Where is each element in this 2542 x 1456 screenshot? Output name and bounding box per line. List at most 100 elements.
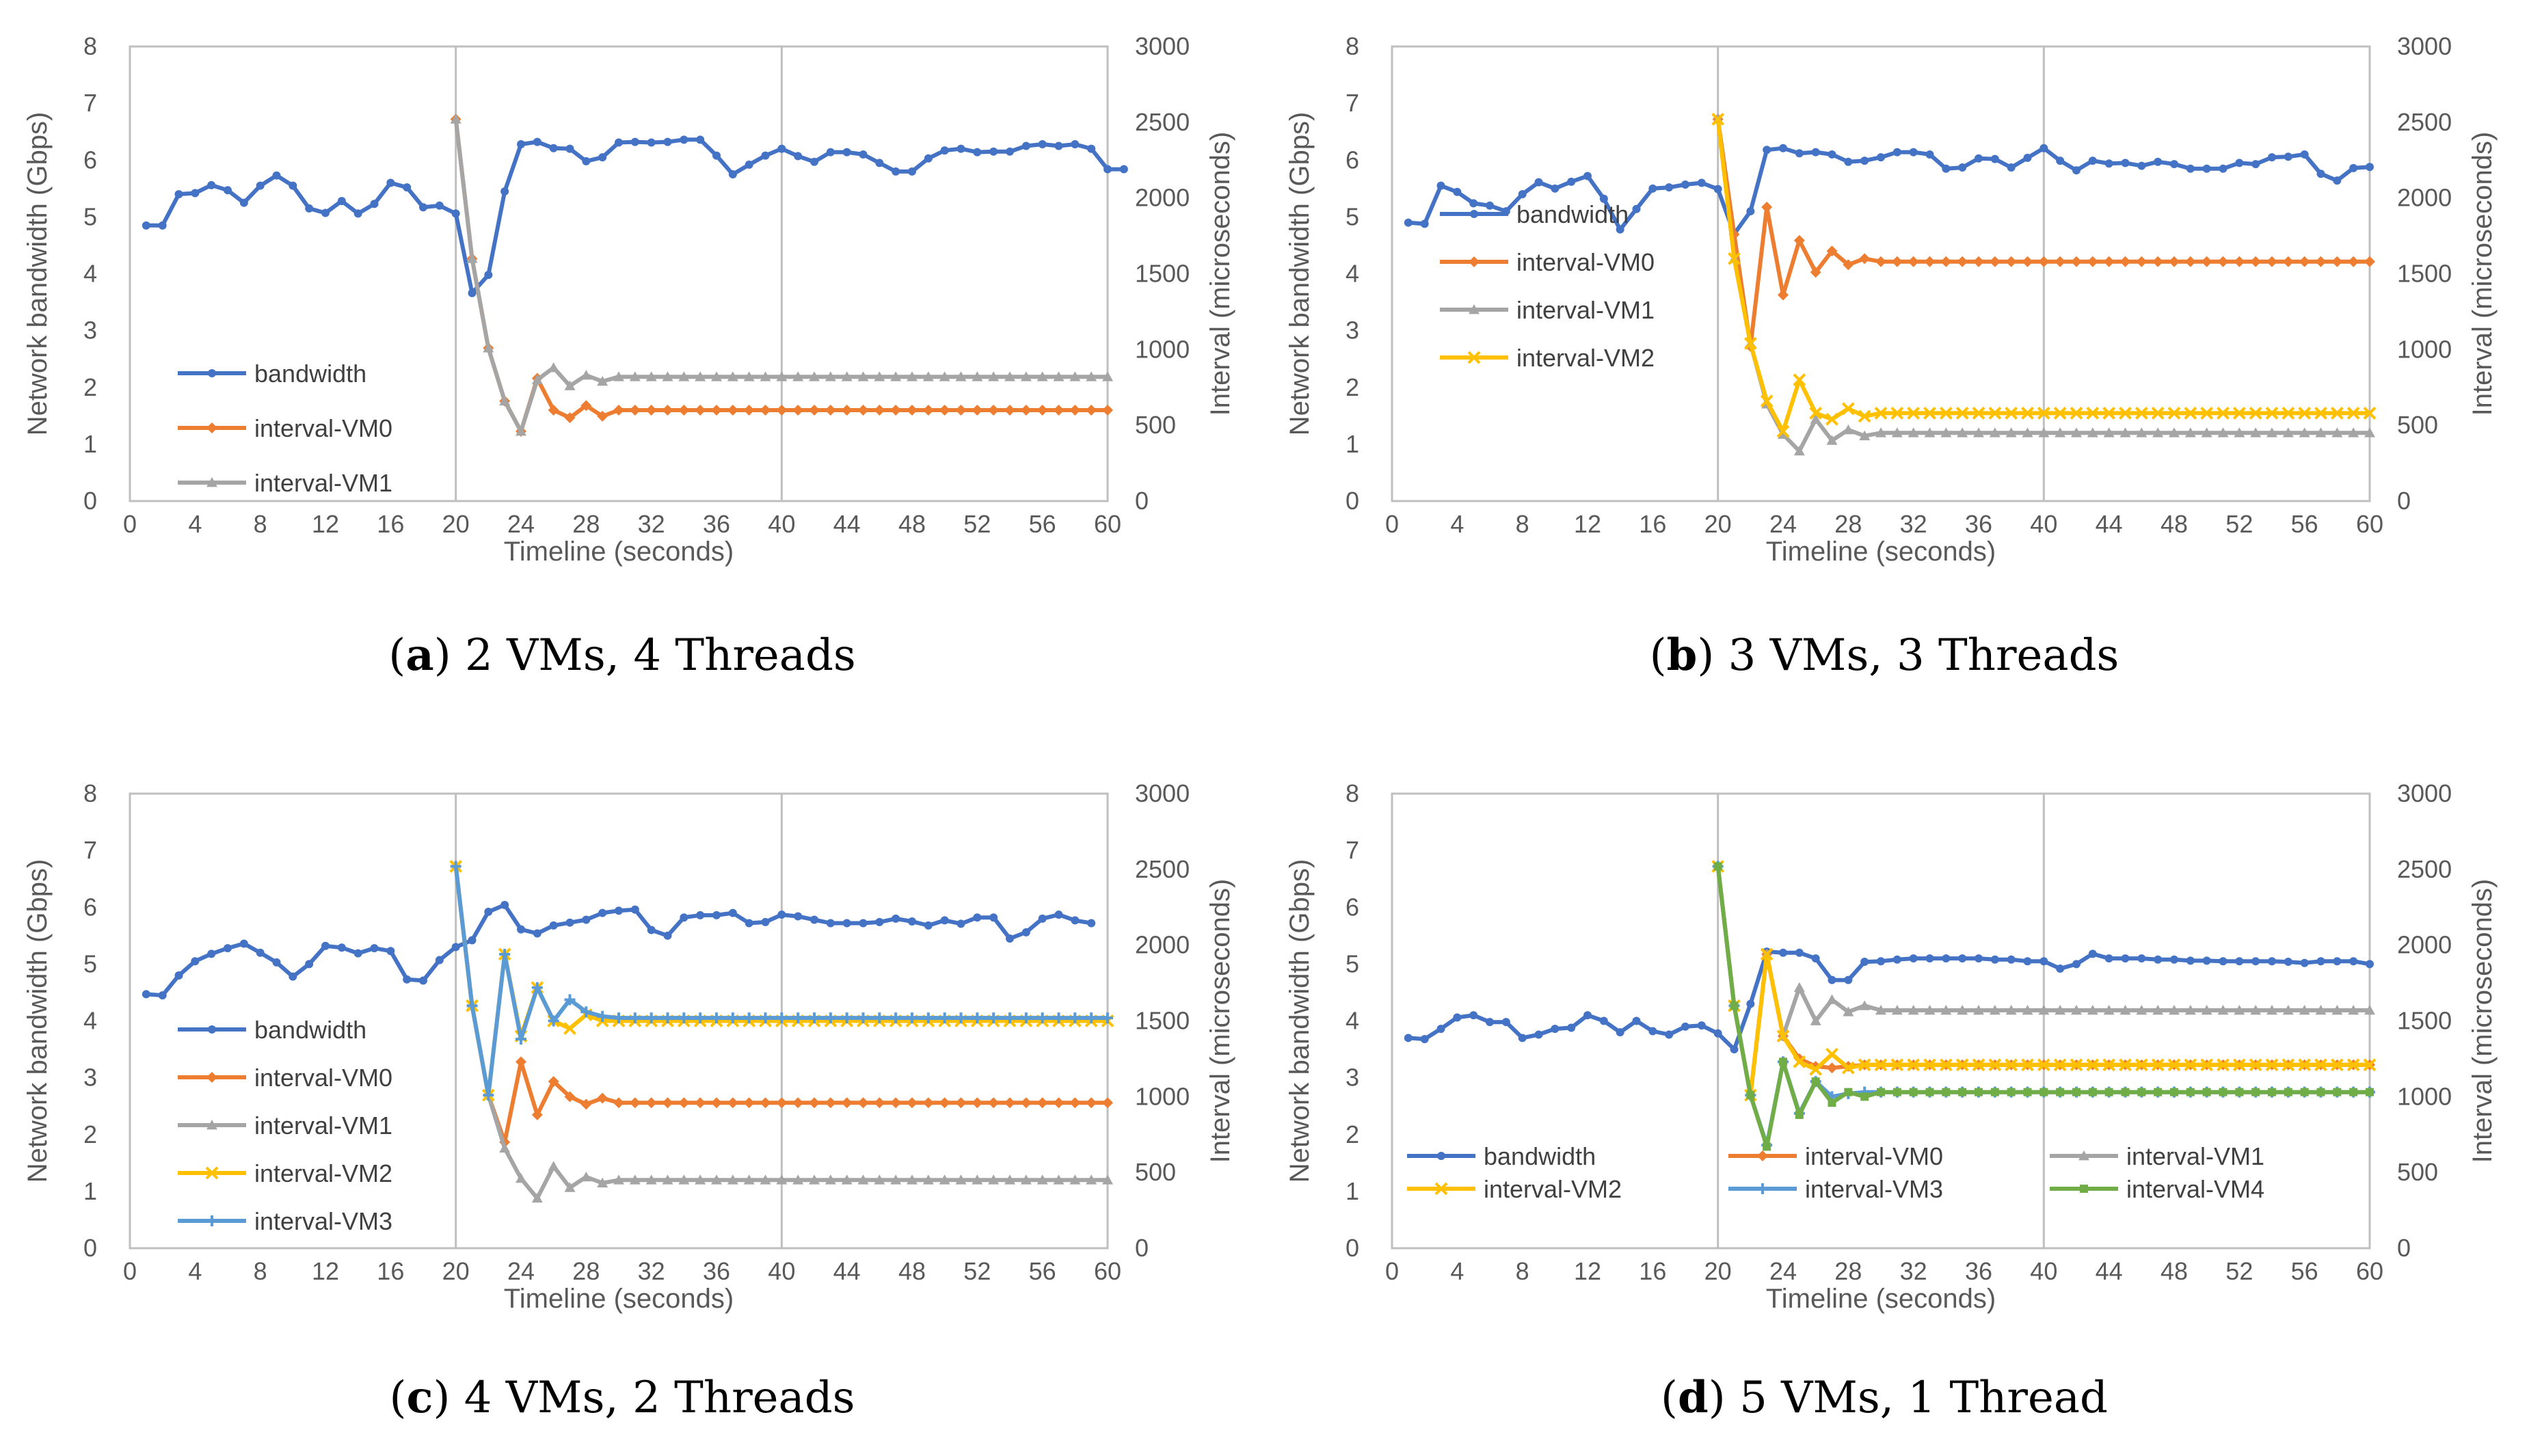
data-point-bandwidth bbox=[1730, 1045, 1739, 1054]
y-tick-label: 7 bbox=[1346, 836, 1359, 864]
data-point-bandwidth bbox=[2154, 157, 2163, 166]
x-tick-label: 32 bbox=[638, 510, 665, 538]
data-point-interval-VM3 bbox=[645, 1012, 657, 1024]
data-point-interval-VM1 bbox=[988, 371, 1000, 381]
data-point-interval-VM0 bbox=[580, 400, 592, 412]
data-point-interval-VM2 bbox=[1923, 1058, 1936, 1072]
data-point-interval-VM1 bbox=[2119, 427, 2131, 437]
data-point-bandwidth bbox=[598, 153, 607, 162]
data-point-interval-VM2 bbox=[2167, 407, 2181, 420]
y2-tick-label: 1500 bbox=[2397, 260, 2452, 288]
data-point-interval-VM3 bbox=[939, 1012, 950, 1024]
x-tick-label: 0 bbox=[123, 510, 137, 538]
data-point-bandwidth bbox=[2333, 176, 2342, 185]
data-point-interval-VM1 bbox=[678, 371, 690, 381]
data-point-interval-VM1 bbox=[857, 371, 869, 381]
data-point-interval-VM1 bbox=[1793, 445, 1805, 456]
data-point-interval-VM0 bbox=[1989, 256, 2001, 267]
data-point-bandwidth bbox=[1632, 1016, 1641, 1025]
data-point-bandwidth bbox=[353, 209, 362, 218]
data-point-interval-VM1 bbox=[1957, 1004, 1968, 1015]
data-point-bandwidth bbox=[1958, 163, 1967, 172]
y2-tick-label: 2000 bbox=[2397, 931, 2452, 959]
data-point-interval-VM4 bbox=[2251, 1088, 2260, 1096]
data-point-interval-VM0 bbox=[988, 405, 1000, 416]
data-point-interval-VM0 bbox=[516, 1056, 526, 1068]
data-point-interval-VM1 bbox=[499, 1142, 511, 1153]
legend-marker-interval-VM1 bbox=[1469, 304, 1480, 314]
legend-label-interval-VM1: interval-VM1 bbox=[254, 469, 392, 497]
data-point-interval-VM2 bbox=[1923, 407, 1936, 420]
data-point-interval-VM0 bbox=[2282, 256, 2294, 267]
y-tick-label: 7 bbox=[1346, 89, 1359, 117]
y2-tick-label: 500 bbox=[2397, 411, 2438, 439]
y-tick-label: 5 bbox=[1346, 949, 1359, 978]
legend-label-interval-VM3: interval-VM3 bbox=[254, 1207, 392, 1235]
x-tick-label: 20 bbox=[1704, 510, 1732, 538]
data-point-interval-VM0 bbox=[955, 405, 967, 416]
data-point-interval-VM3 bbox=[1102, 1012, 1113, 1024]
data-point-bandwidth bbox=[1779, 948, 1787, 957]
x-axis-label: Timeline (seconds) bbox=[1766, 537, 1996, 567]
data-point-interval-VM1 bbox=[2234, 427, 2245, 437]
data-point-interval-VM0 bbox=[939, 405, 950, 416]
y-tick-label: 3 bbox=[1346, 316, 1359, 345]
data-point-interval-VM1 bbox=[809, 1174, 820, 1185]
data-point-bandwidth bbox=[615, 906, 623, 915]
y2-tick-label: 1000 bbox=[1135, 335, 1190, 363]
data-point-interval-VM1 bbox=[2071, 1004, 2082, 1015]
data-point-interval-VM3 bbox=[841, 1012, 853, 1024]
data-point-interval-VM2 bbox=[2265, 407, 2279, 420]
data-point-interval-VM1 bbox=[1843, 424, 1854, 435]
data-point-bandwidth bbox=[1844, 975, 1853, 984]
data-point-interval-VM2 bbox=[2217, 1058, 2230, 1072]
data-point-interval-VM2 bbox=[2053, 407, 2067, 420]
data-point-interval-VM4 bbox=[2316, 1088, 2325, 1096]
x-tick-label: 0 bbox=[1385, 1257, 1399, 1285]
data-point-bandwidth bbox=[2023, 957, 2032, 966]
data-point-interval-VM1 bbox=[1069, 1174, 1081, 1185]
data-point-interval-VM0 bbox=[2266, 256, 2277, 267]
data-point-interval-VM2 bbox=[1776, 1029, 1790, 1043]
data-point-interval-VM1 bbox=[2201, 427, 2212, 437]
data-point-bandwidth bbox=[1453, 187, 1462, 196]
legend-label-bandwidth: bandwidth bbox=[254, 360, 366, 388]
legend-label-interval-VM1: interval-VM1 bbox=[2126, 1142, 2264, 1170]
data-point-interval-VM0 bbox=[1020, 405, 1032, 416]
data-point-bandwidth bbox=[1501, 1018, 1510, 1027]
data-point-interval-VM1 bbox=[1086, 371, 1097, 381]
data-point-interval-VM1 bbox=[662, 371, 673, 381]
data-point-interval-VM3 bbox=[727, 1012, 738, 1024]
data-point-interval-VM0 bbox=[1957, 256, 1968, 267]
data-point-interval-VM1 bbox=[857, 1174, 869, 1185]
data-point-interval-VM1 bbox=[1793, 982, 1805, 993]
data-point-bandwidth bbox=[940, 146, 949, 155]
data-point-bandwidth bbox=[2284, 958, 2292, 967]
data-point-bandwidth bbox=[1697, 1021, 1706, 1030]
data-point-interval-VM4 bbox=[2007, 1088, 2016, 1096]
data-point-interval-VM3 bbox=[711, 1012, 722, 1024]
caption: (d) 5 VMs, 1 Thread bbox=[1661, 1372, 2108, 1423]
data-point-interval-VM2 bbox=[1907, 407, 1921, 420]
data-point-interval-VM1 bbox=[792, 1174, 804, 1185]
y2-axis-label: Interval (microseconds) bbox=[2467, 879, 2498, 1163]
data-point-bandwidth bbox=[1844, 157, 1853, 166]
y-tick-label: 2 bbox=[83, 373, 97, 401]
data-point-interval-VM1 bbox=[2364, 427, 2375, 437]
data-point-bandwidth bbox=[2186, 164, 2195, 173]
data-point-interval-VM2 bbox=[2037, 407, 2050, 420]
data-point-interval-VM0 bbox=[1102, 1097, 1113, 1109]
data-point-interval-VM0 bbox=[727, 1097, 738, 1109]
series-line-bandwidth bbox=[146, 902, 1092, 998]
data-point-bandwidth bbox=[598, 908, 607, 917]
data-point-bandwidth bbox=[973, 913, 982, 922]
data-point-interval-VM0 bbox=[792, 405, 804, 416]
data-point-interval-VM2 bbox=[2053, 1058, 2067, 1072]
data-point-interval-VM0 bbox=[2201, 256, 2212, 267]
data-point-interval-VM1 bbox=[613, 1174, 624, 1185]
data-point-interval-VM1 bbox=[2136, 1004, 2148, 1015]
data-point-interval-VM1 bbox=[809, 371, 820, 381]
data-point-interval-VM2 bbox=[1907, 1058, 1921, 1072]
data-point-interval-VM0 bbox=[2136, 256, 2148, 267]
data-point-bandwidth bbox=[1404, 218, 1413, 227]
